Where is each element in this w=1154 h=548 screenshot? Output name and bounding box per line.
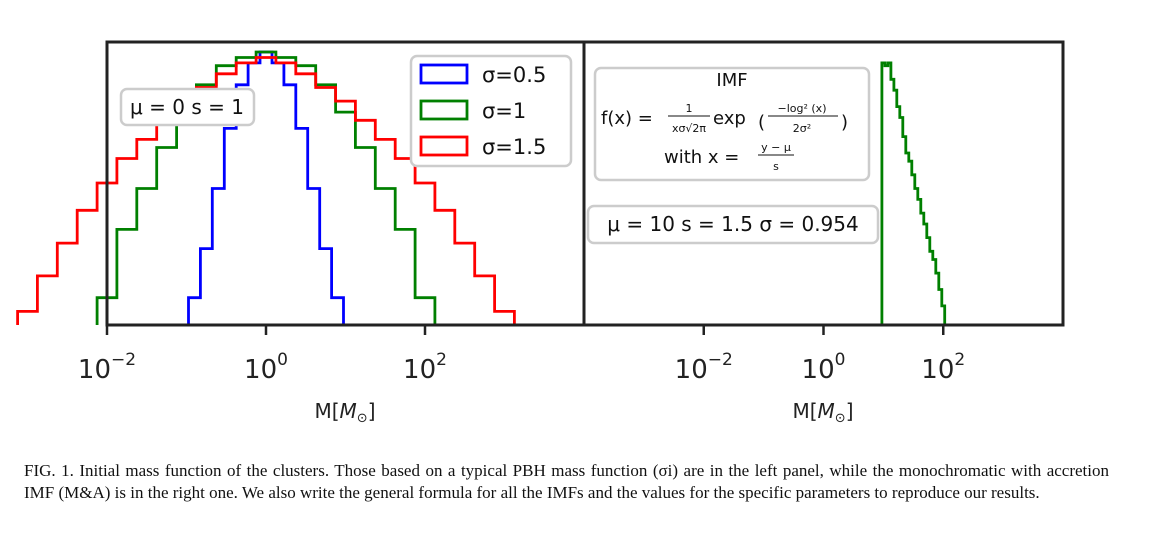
right-series-group [880, 61, 948, 327]
panel-1-tick-label-1: 100 [802, 350, 846, 385]
panel-0-tick-label-1: 100 [244, 350, 288, 385]
left-series-group [16, 50, 516, 325]
formula-with-den: s [773, 160, 779, 173]
panel-1-histogram-series-0 [880, 61, 948, 327]
left-panel: 10−2 100 102 M[M⊙] μ = 0 s = 1 σ=0.5 σ=1 σ=1… [16, 40, 586, 426]
figure-caption: FIG. 1. Initial mass function of the clu… [24, 461, 1109, 502]
panel-0-tick-label-0: 10−2 [78, 350, 136, 385]
formula-close-paren: ) [841, 112, 848, 133]
formula-exp-word: exp [713, 108, 746, 129]
legend: σ=0.5 σ=1 σ=1.5 [409, 54, 573, 168]
legend-label-0: σ=0.5 [482, 63, 546, 87]
formula-open-paren: ( [758, 112, 765, 133]
left-params-text: μ = 0 s = 1 [130, 95, 244, 119]
formula-box-frame [593, 66, 871, 182]
right-x-ticks: 10−2 100 102 [675, 325, 965, 385]
formula-lhs: f(x) = [601, 108, 653, 129]
formula-frac-num: 1 [686, 102, 693, 115]
legend-swatch-0 [419, 63, 469, 85]
figure-canvas: 10−2 100 102 M[M⊙] μ = 0 s = 1 σ=0.5 σ=1 σ=1… [16, 40, 1065, 426]
left-params-box [119, 87, 256, 127]
panel-1-tick-label-0: 10−2 [675, 350, 733, 385]
formula-box: IMF f(x) = 1 xσ√2π exp ( −log² (x) 2σ² )… [593, 66, 871, 182]
panel-0-histogram-series-1 [95, 50, 437, 325]
legend-swatch-2 [419, 135, 469, 157]
panel-0-histogram-series-2 [16, 56, 516, 325]
panel-0-tick-label-2: 102 [403, 350, 447, 385]
left-x-ticks: 10−2 100 102 [78, 325, 447, 385]
formula-exp-num: −log² (x) [778, 102, 827, 115]
formula-with-num: y − μ [761, 141, 791, 154]
legend-label-2: σ=1.5 [482, 135, 546, 159]
legend-label-1: σ=1 [482, 99, 526, 123]
formula-exp-den: 2σ² [793, 122, 811, 135]
formula-with-prefix: with x = [664, 147, 739, 168]
right-x-axis-label: M[M⊙] [792, 399, 853, 426]
left-x-axis-label: M[M⊙] [314, 399, 375, 426]
legend-swatch-1 [419, 99, 469, 121]
right-params-text: μ = 10 s = 1.5 σ = 0.954 [607, 212, 858, 236]
formula-title: IMF [716, 70, 747, 91]
formula-frac-den: xσ√2π [672, 122, 706, 135]
panel-1-tick-label-2: 102 [921, 350, 965, 385]
right-panel: 10−2 100 102 M[M⊙] IMF f(x) = 1 xσ√2π exp … [582, 40, 1065, 426]
right-params-box [586, 204, 880, 245]
